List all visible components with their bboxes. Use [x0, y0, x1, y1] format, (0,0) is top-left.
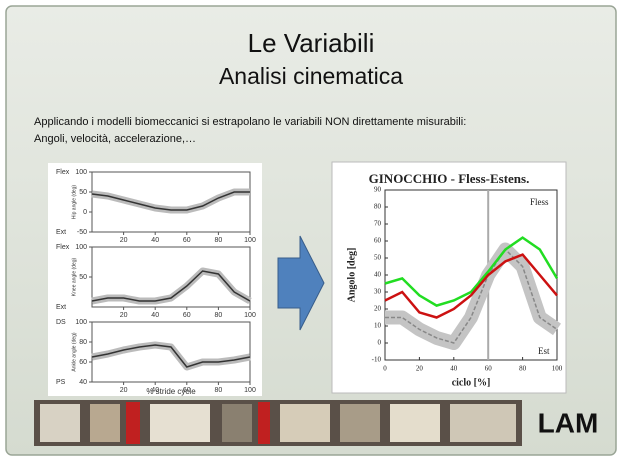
y-tick-label: 60 — [79, 359, 87, 366]
x-tick-label: 100 — [244, 312, 256, 319]
chart-title: GINOCCHIO - Fless-Estens. — [369, 171, 530, 186]
x-tick-label: 80 — [215, 312, 223, 319]
y-axis-label: Angolo [deg] — [346, 248, 357, 303]
x-tick-label: 80 — [519, 365, 527, 373]
x-tick-label: 40 — [151, 312, 159, 319]
title: Le Variabili — [248, 28, 375, 58]
x-tick-label: 60 — [485, 365, 493, 373]
y-end-label: Flex — [56, 244, 70, 251]
logo: LAM — [538, 407, 599, 438]
x-tick-label: 60 — [183, 312, 191, 319]
y-tick-label: 100 — [75, 169, 87, 176]
y-tick-label: 90 — [374, 186, 382, 194]
y-tick-label: 50 — [374, 254, 382, 262]
x-tick-label: 100 — [244, 387, 256, 394]
x-tick-label: 20 — [120, 312, 128, 319]
x-axis-label: % stride cycle — [146, 387, 196, 396]
y-end-label: Ext — [56, 304, 66, 311]
y-axis-label: Knee angle (deg) — [71, 257, 77, 296]
x-tick-label: 0 — [383, 365, 387, 373]
y-tick-label: 100 — [75, 244, 87, 251]
x-tick-label: 60 — [183, 237, 191, 244]
photo-strip — [34, 400, 522, 446]
body-text: Applicando i modelli biomeccanici si est… — [34, 116, 466, 128]
note: Est — [538, 346, 550, 356]
x-tick-label: 20 — [120, 387, 128, 394]
y-tick-label: 40 — [374, 271, 382, 279]
note: Fless — [530, 197, 549, 207]
x-tick-label: 40 — [151, 237, 159, 244]
y-tick-label: -10 — [372, 356, 382, 364]
y-end-label: Flex — [56, 169, 70, 176]
y-end-label: PS — [56, 379, 66, 386]
y-axis-label: Ankle angle (deg) — [71, 332, 77, 372]
x-tick-label: 80 — [215, 387, 223, 394]
y-tick-label: 100 — [75, 319, 87, 326]
x-tick-label: 80 — [215, 237, 223, 244]
y-tick-label: 80 — [79, 339, 87, 346]
y-tick-label: 70 — [374, 220, 382, 228]
y-tick-label: 20 — [374, 305, 382, 313]
slide: Le Variabili Analisi cinematica Applican… — [0, 0, 622, 461]
y-end-label: DS — [56, 319, 66, 326]
y-tick-label: 60 — [374, 237, 382, 245]
body-text: Angoli, velocità, accelerazione,… — [34, 133, 196, 145]
x-axis-label: ciclo [%] — [452, 377, 491, 388]
y-tick-label: -50 — [77, 229, 87, 236]
x-tick-label: 100 — [244, 237, 256, 244]
y-tick-label: 30 — [374, 288, 382, 296]
subtitle: Analisi cinematica — [219, 63, 403, 89]
y-tick-label: 0 — [83, 209, 87, 216]
y-axis-label: Hip angle (deg) — [71, 185, 77, 220]
y-tick-label: 80 — [374, 203, 382, 211]
x-tick-label: 100 — [552, 365, 563, 373]
x-tick-label: 40 — [450, 365, 458, 373]
x-tick-label: 20 — [120, 237, 128, 244]
y-tick-label: 50 — [79, 274, 87, 281]
y-tick-label: 10 — [374, 322, 382, 330]
y-tick-label: 50 — [79, 189, 87, 196]
y-tick-label: 0 — [378, 339, 382, 347]
x-tick-label: 20 — [416, 365, 424, 373]
y-tick-label: 40 — [79, 379, 87, 386]
y-end-label: Ext — [56, 229, 66, 236]
